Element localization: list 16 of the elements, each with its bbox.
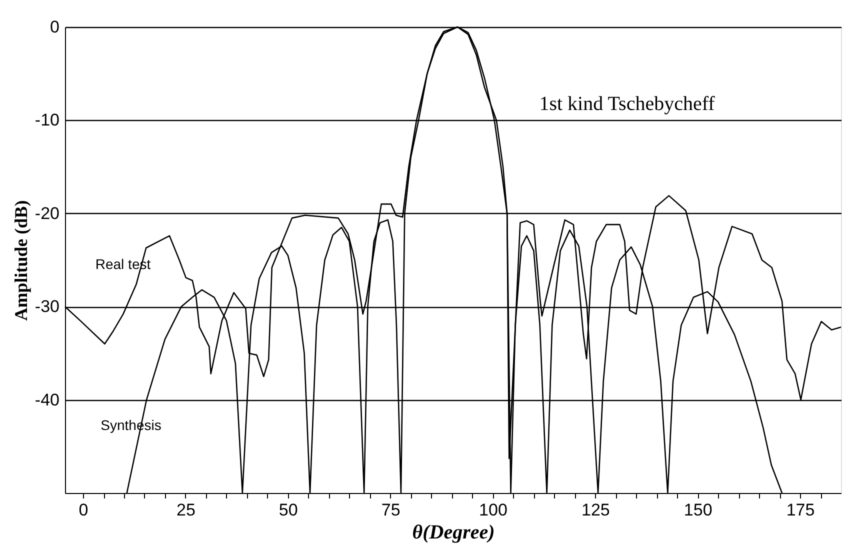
x-tick-label: 50 xyxy=(278,500,298,520)
x-tick-label: 0 xyxy=(78,500,88,520)
annotation: 1st kind Tschebycheff xyxy=(539,93,716,115)
x-axis-title: θ(Degree) xyxy=(412,522,495,544)
y-axis-title: Amplitude (dB) xyxy=(10,200,31,321)
y-tick-label: -30 xyxy=(34,297,60,316)
y-tick-label: 0 xyxy=(50,18,60,36)
y-tick-label: -10 xyxy=(34,110,60,130)
x-tick-label: 125 xyxy=(581,500,610,520)
y-tick-label: -20 xyxy=(34,204,60,223)
x-tick-label: 150 xyxy=(684,500,712,520)
x-tick-label: 175 xyxy=(786,500,815,520)
x-tick-label: 75 xyxy=(381,500,400,520)
x-tick-label: 25 xyxy=(176,500,196,520)
y-tick-label: -40 xyxy=(34,390,60,410)
x-tick-label: 100 xyxy=(479,500,508,520)
